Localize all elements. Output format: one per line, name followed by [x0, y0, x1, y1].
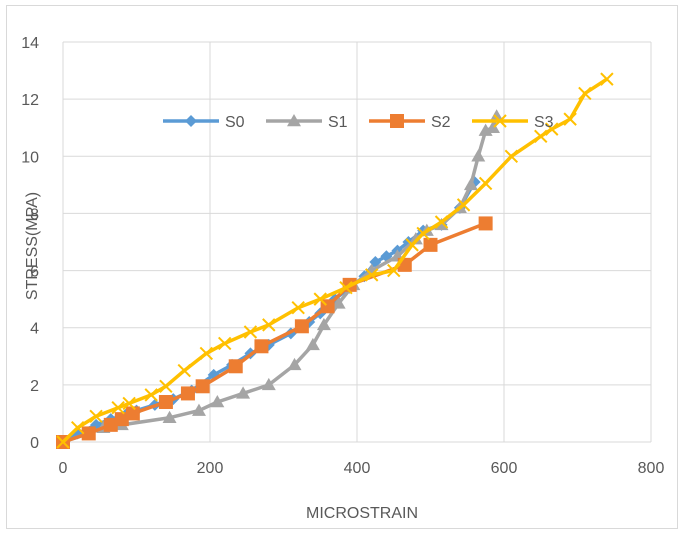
triangle-marker [261, 377, 276, 391]
x-tick-label: 400 [344, 460, 371, 477]
x-marker [456, 198, 471, 212]
y-tick-label: 8 [30, 206, 39, 223]
square-marker [294, 319, 309, 334]
legend-item-s0: S0 [163, 114, 245, 131]
x-marker [122, 396, 136, 411]
x-marker [534, 129, 548, 143]
x-axis-title: MICROSTRAIN [306, 505, 418, 522]
x-marker [563, 112, 577, 126]
stress-strain-chart: 0 2 4 6 8 10 12 14 0 200 400 600 800 S0 S1 S2 S3 MICROS… [21, 35, 664, 522]
square-marker [81, 426, 96, 441]
x-marker [199, 346, 214, 361]
square-marker [423, 237, 438, 252]
triangle-marker [471, 149, 486, 162]
triangle-marker [236, 386, 251, 399]
axes: 0 2 4 6 8 10 12 14 0 200 400 600 800 [21, 35, 664, 477]
triangle-marker [408, 232, 423, 245]
series-line [62, 181, 477, 444]
square-marker [114, 412, 129, 427]
triangle-marker [489, 109, 504, 122]
x-marker [387, 263, 401, 278]
legend-label: S1 [328, 114, 348, 131]
triangle-marker [485, 120, 500, 133]
x-marker [144, 388, 158, 402]
triangle-marker [210, 395, 225, 408]
y-axis-title: STRESS(MPA) [24, 192, 41, 300]
triangle-marker [331, 296, 346, 309]
x-marker [478, 176, 493, 191]
x-marker [111, 401, 125, 415]
x-tick-label: 200 [197, 460, 224, 477]
square-marker [228, 359, 243, 374]
x-marker [262, 318, 276, 332]
x-marker [493, 114, 507, 128]
x-marker [291, 301, 305, 315]
x-marker [434, 215, 449, 229]
square-marker [195, 379, 210, 394]
triangle-marker [191, 403, 206, 416]
x-marker [159, 379, 173, 393]
legend-label: S3 [534, 114, 554, 131]
x-marker [405, 238, 419, 252]
x-marker [243, 325, 258, 339]
y-tick-label: 12 [21, 92, 39, 109]
x-marker [600, 72, 614, 86]
series-line [61, 77, 608, 444]
x-marker [56, 435, 70, 449]
x-marker [545, 122, 559, 136]
y-tick-label: 0 [30, 435, 39, 452]
series-s2 [56, 216, 493, 449]
y-tick-label: 10 [21, 149, 39, 166]
triangle-marker [162, 410, 177, 423]
triangle-marker [305, 337, 320, 351]
x-tick-label: 0 [59, 460, 68, 477]
triangle-marker [287, 357, 302, 371]
chart-frame: 0 2 4 6 8 10 12 14 0 200 400 600 800 S0 S1 S2 S3 MICROS… [6, 5, 678, 529]
legend-item-s3: S3 [472, 114, 554, 131]
x-marker [416, 226, 430, 241]
x-marker [89, 409, 103, 423]
y-tick-label: 2 [30, 378, 39, 395]
square-marker [390, 114, 404, 128]
series-line [62, 115, 499, 444]
legend-label: S0 [225, 114, 245, 131]
square-marker [125, 406, 140, 421]
square-marker [254, 339, 269, 354]
y-tick-label: 4 [30, 321, 39, 338]
y-tick-label: 14 [21, 35, 39, 52]
square-marker [103, 417, 118, 432]
gridlines [62, 41, 652, 443]
legend-label: S2 [431, 114, 451, 131]
x-tick-label: 600 [491, 460, 518, 477]
triangle-marker [463, 177, 478, 191]
x-tick-label: 800 [638, 460, 665, 477]
data-series [56, 72, 614, 449]
x-marker [578, 86, 592, 101]
x-marker [177, 363, 191, 378]
series-s1 [56, 109, 504, 448]
square-marker [478, 216, 493, 231]
triangle-marker [287, 114, 301, 127]
y-tick-label: 6 [30, 264, 39, 281]
legend-item-s1: S1 [266, 114, 348, 131]
legend-item-s2: S2 [369, 114, 451, 131]
x-marker [217, 336, 232, 351]
legend: S0 S1 S2 S3 [163, 114, 554, 131]
series-s3 [56, 72, 614, 449]
x-marker [70, 421, 85, 435]
x-marker [339, 281, 353, 295]
square-marker [180, 386, 195, 401]
diamond-marker [185, 115, 197, 127]
x-marker [364, 268, 379, 282]
x-marker [313, 292, 327, 306]
square-marker [158, 395, 173, 409]
x-marker [504, 149, 519, 163]
triangle-marker [316, 317, 331, 331]
